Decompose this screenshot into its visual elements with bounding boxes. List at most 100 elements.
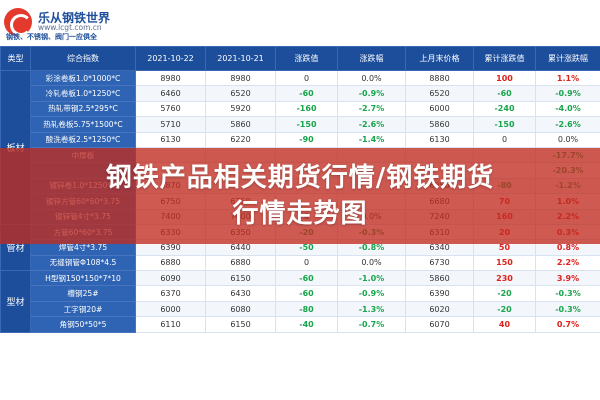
cum-change-cell: -20 [473, 300, 536, 318]
price-cell: 6880 [205, 254, 276, 272]
table-row: 无缝钢管Φ108*4.5 6880 6880 0 0.0% 6730 150 2.2% [1, 254, 600, 272]
table-row: 热轧卷板5.75*1500*C 5710 5860 -150 -2.6% 5860 -150… [1, 116, 600, 133]
brand-slogan: 钢铁、不锈钢、阀门一应俱全 [6, 33, 97, 41]
table-row: 角钢50*50*5 6110 6150 -40 -0.7% 6070 40 0.7% [1, 316, 600, 333]
last-month-price-cell: 6520 [405, 85, 474, 102]
overlay-banner [0, 148, 600, 244]
product-name-cell: 冷轧卷板1.0*1250*C [30, 85, 136, 102]
table-row: 槽钢25# 6370 6430 -60 -0.9% 6390 -20 -0.3% [1, 285, 600, 302]
price-cell: 5860 [205, 116, 276, 133]
price-cell: 6150 [205, 316, 276, 333]
price-cell: 6090 [135, 270, 206, 287]
change-pct-cell: -0.9% [337, 285, 406, 302]
price-cell: 6880 [135, 254, 206, 272]
header-change: 涨跌值 [275, 46, 338, 71]
price-cell: 6520 [205, 85, 276, 102]
last-month-price-cell: 8880 [405, 69, 474, 87]
change-pct-cell: -1.4% [337, 131, 406, 148]
brand-name: 乐从钢铁世界 [38, 10, 111, 25]
site-header: 乐从钢铁世界 www.lcgt.com.cn 钢铁、不锈钢、阀门一应俱全 [0, 0, 600, 46]
price-cell: 6370 [135, 285, 206, 302]
cum-change-pct-cell: 1.1% [535, 69, 600, 87]
cum-change-cell: -150 [473, 116, 536, 133]
change-pct-cell: 0.0% [337, 254, 406, 272]
price-cell: 6460 [135, 85, 206, 102]
banner-title-line2: 行情走势图 [232, 199, 368, 229]
cum-change-cell: -60 [473, 85, 536, 102]
price-cell: 6220 [205, 131, 276, 148]
change-cell: 0 [275, 254, 338, 272]
price-cell: 8980 [135, 69, 206, 87]
last-month-price-cell: 5860 [405, 270, 474, 287]
change-pct-cell: 0.0% [337, 69, 406, 87]
brand-url: www.lcgt.com.cn [38, 23, 102, 33]
header-cum-change: 累计涨跌值 [473, 46, 536, 71]
logo-icon [4, 8, 32, 36]
price-cell: 8980 [205, 69, 276, 87]
product-name-cell: 角钢50*50*5 [30, 316, 136, 333]
logo-text: 乐从钢铁世界 www.lcgt.com.cn [38, 12, 110, 32]
price-cell: 5920 [205, 100, 276, 118]
header-change-pct: 涨跌幅 [337, 46, 406, 71]
change-pct-cell: -1.3% [337, 300, 406, 318]
change-cell: -80 [275, 300, 338, 318]
table-row: 型材 H型钢150*150*7*10 6090 6150 -60 -1.0% 5860 230… [0, 270, 600, 333]
change-cell: 0 [275, 69, 338, 87]
change-cell: -90 [275, 131, 338, 148]
product-name-cell: 酸洗卷板2.5*1250*C [30, 131, 136, 148]
price-cell: 6080 [205, 300, 276, 318]
header-date-2: 2021-10-21 [205, 46, 276, 71]
table-row: 酸洗卷板2.5*1250*C 6130 6220 -90 -1.4% 6130 0 0.0% [1, 131, 600, 148]
cum-change-cell: 150 [473, 254, 536, 272]
banner-title: 钢铁产品相关期货行情/钢铁期货 行情走势图 [0, 160, 600, 232]
cum-change-pct-cell: -0.3% [535, 285, 600, 302]
header-date-1: 2021-10-22 [135, 46, 206, 71]
last-month-price-cell: 5860 [405, 116, 474, 133]
change-pct-cell: -1.0% [337, 270, 406, 287]
header-type: 类型 [0, 46, 31, 71]
cum-change-pct-cell: -2.6% [535, 116, 600, 133]
product-name-cell: 工字钢20# [30, 300, 136, 318]
cum-change-pct-cell: 3.9% [535, 270, 600, 287]
last-month-price-cell: 6070 [405, 316, 474, 333]
table-row: 冷轧卷板1.0*1250*C 6460 6520 -60 -0.9% 6520 -60 -0.… [1, 85, 600, 102]
header-last-month: 上月末价格 [405, 46, 474, 71]
change-cell: -160 [275, 100, 338, 118]
last-month-price-cell: 6020 [405, 300, 474, 318]
cum-change-pct-cell: 0.0% [535, 131, 600, 148]
cum-change-pct-cell: -4.0% [535, 100, 600, 118]
table-row: 工字钢20# 6000 6080 -80 -1.3% 6020 -20 -0.3% [1, 300, 600, 318]
change-cell: -60 [275, 285, 338, 302]
brand-logo[interactable]: 乐从钢铁世界 www.lcgt.com.cn [4, 4, 110, 40]
cum-change-pct-cell: 0.7% [535, 316, 600, 333]
change-cell: -60 [275, 270, 338, 287]
banner-title-line1: 钢铁产品相关期货行情/钢铁期货 [105, 163, 495, 193]
cum-change-pct-cell: -0.9% [535, 85, 600, 102]
category-cell: 型材 [0, 270, 31, 333]
price-cell: 5760 [135, 100, 206, 118]
price-cell: 5710 [135, 116, 206, 133]
header-index: 综合指数 [30, 46, 136, 71]
change-cell: -60 [275, 85, 338, 102]
last-month-price-cell: 6130 [405, 131, 474, 148]
change-cell: -150 [275, 116, 338, 133]
price-cell: 6130 [135, 131, 206, 148]
product-name-cell: 热轧卷板5.75*1500*C [30, 116, 136, 133]
last-month-price-cell: 6000 [405, 100, 474, 118]
change-pct-cell: -0.9% [337, 85, 406, 102]
cum-change-cell: -240 [473, 100, 536, 118]
price-cell: 6150 [205, 270, 276, 287]
cum-change-pct-cell: 2.2% [535, 254, 600, 272]
cum-change-pct-cell: -0.3% [535, 300, 600, 318]
change-cell: -40 [275, 316, 338, 333]
product-name-cell: 彩涂卷板1.0*1000*C [30, 69, 136, 87]
product-name-cell: 槽钢25# [30, 285, 136, 302]
product-name-cell: 热轧带钢2.5*295*C [30, 100, 136, 118]
product-name-cell: H型钢150*150*7*10 [30, 270, 136, 287]
price-cell: 6000 [135, 300, 206, 318]
change-pct-cell: -0.7% [337, 316, 406, 333]
last-month-price-cell: 6390 [405, 285, 474, 302]
cum-change-cell: 100 [473, 69, 536, 87]
change-pct-cell: -2.6% [337, 116, 406, 133]
